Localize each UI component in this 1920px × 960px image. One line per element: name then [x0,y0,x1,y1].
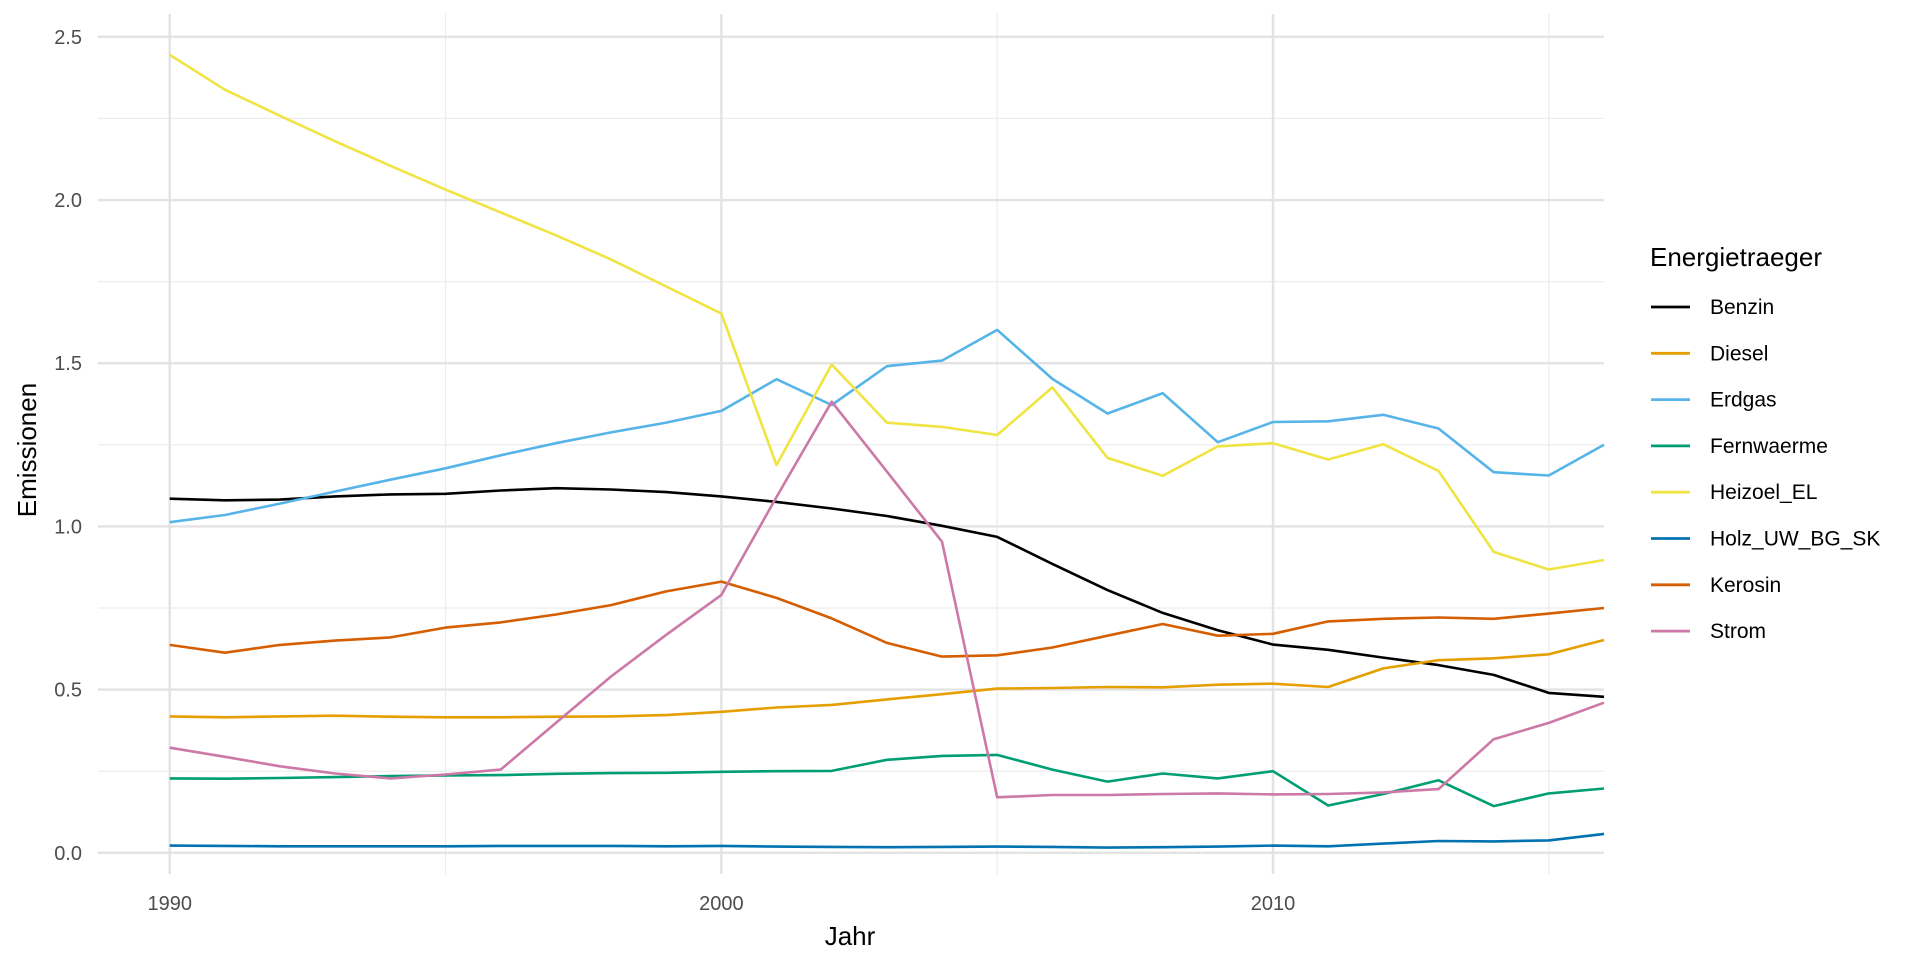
x-tick-label: 2000 [699,893,744,915]
legend: Energietraeger Benzin Diesel Erdgas Fernwae… [1650,242,1880,643]
y-tick-label: 1.0 [54,516,82,538]
legend-label-benzin: Benzin [1710,296,1774,319]
series-line-holz-uw-bg-sk [169,832,1605,849]
y-tick-label: 0.0 [54,843,82,865]
series-line-benzin [169,486,1605,699]
y-axis-tick-labels: 0.0 0.5 1.0 1.5 2.0 2.5 [54,27,82,865]
legend-item-diesel: Diesel [1651,342,1768,365]
legend-item-erdgas: Erdgas [1651,389,1777,412]
y-tick-label: 2.5 [54,27,82,49]
legend-item-benzin: Benzin [1651,296,1774,319]
series-line-strom [169,400,1605,799]
legend-label-fernwaerme: Fernwaerme [1710,435,1828,458]
legend-label-kerosin: Kerosin [1710,574,1781,597]
legend-label-strom: Strom [1710,620,1766,643]
y-axis-title: Emissionen [12,383,42,517]
legend-item-kerosin: Kerosin [1651,574,1781,597]
legend-label-diesel: Diesel [1710,342,1768,365]
series-line-heizoel-el [169,53,1605,571]
legend-label-holz-uw-bg-sk: Holz_UW_BG_SK [1710,528,1880,551]
x-axis-title: Jahr [825,921,876,951]
legend-items: Benzin Diesel Erdgas Fernwaerme Heizoel_EL Ho… [1651,296,1880,643]
legend-item-strom: Strom [1651,620,1766,643]
x-tick-label: 1990 [147,893,192,915]
legend-item-fernwaerme: Fernwaerme [1651,435,1828,458]
series-line-diesel [169,638,1605,719]
series-line-erdgas [169,328,1605,524]
legend-item-heizoel-el: Heizoel_EL [1651,481,1817,504]
y-tick-label: 1.5 [54,353,82,375]
y-tick-label: 0.5 [54,680,82,702]
minor-gridlines [98,14,1604,874]
legend-title: Energietraeger [1650,242,1822,272]
x-tick-label: 2010 [1251,893,1296,915]
series-line-fernwaerme [169,753,1605,808]
series-line-kerosin [169,580,1605,658]
x-axis-tick-labels: 1990 2000 2010 [147,893,1295,915]
y-tick-label: 2.0 [54,190,82,212]
legend-label-heizoel-el: Heizoel_EL [1710,481,1817,504]
major-gridlines [98,14,1604,874]
legend-label-erdgas: Erdgas [1710,389,1777,412]
legend-item-holz-uw-bg-sk: Holz_UW_BG_SK [1651,528,1880,551]
series-lines [169,53,1605,849]
